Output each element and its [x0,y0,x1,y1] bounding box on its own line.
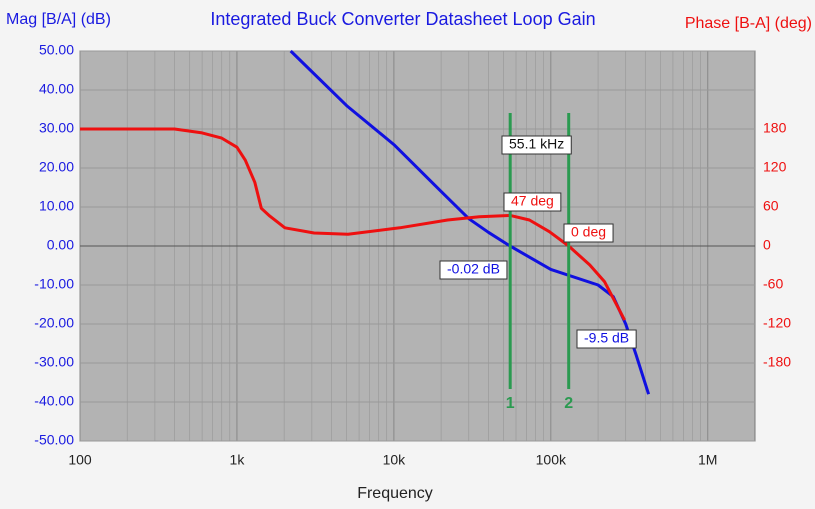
annotation-box [576,329,637,349]
x-tick-label: 10k [383,452,407,468]
x-tick-label: 1M [698,452,717,468]
y2-axis-label: Phase [B-A] (deg) [685,15,812,32]
cursor-label: 1 [506,395,515,412]
annotation-box [503,192,562,212]
y-tick-label: 40.00 [39,81,74,97]
x-tick-label: 100 [68,452,92,468]
y-tick-label: -30.00 [34,354,74,370]
annotation: 47 deg [511,193,554,209]
annotation: -9.5 dB [584,330,629,346]
annotation-box [439,260,508,280]
y2-tick-label: 180 [763,120,787,136]
y2-tick-label: -60 [763,276,783,292]
annotation: -0.02 dB [447,261,500,277]
x-tick-label: 1k [230,452,246,468]
annotation-box [563,223,614,243]
annotation-box [501,135,572,155]
y2-tick-label: -180 [763,354,791,370]
y-tick-label: 30.00 [39,120,74,136]
y2-tick-label: 0 [763,237,771,253]
y-tick-label: -50.00 [34,432,74,448]
y-tick-label: -10.00 [34,276,74,292]
y-tick-label: -20.00 [34,315,74,331]
x-axis-label: Frequency [357,485,433,502]
y2-tick-label: -120 [763,315,791,331]
y2-tick-label: 120 [763,159,787,175]
cursor-label: 2 [564,395,573,412]
annotation: 0 deg [571,224,606,240]
y-tick-label: 10.00 [39,198,74,214]
y-axis-label: Mag [B/A] (dB) [6,11,111,28]
chart-title: Integrated Buck Converter Datasheet Loop… [210,9,595,29]
y-tick-label: 20.00 [39,159,74,175]
x-tick-label: 100k [536,452,567,468]
y2-tick-label: 60 [763,198,779,214]
y-tick-label: 0.00 [47,237,74,253]
annotation: 55.1 kHz [509,136,564,152]
series-line [80,127,626,321]
y-tick-label: 50.00 [39,42,74,58]
y-tick-label: -40.00 [34,393,74,409]
